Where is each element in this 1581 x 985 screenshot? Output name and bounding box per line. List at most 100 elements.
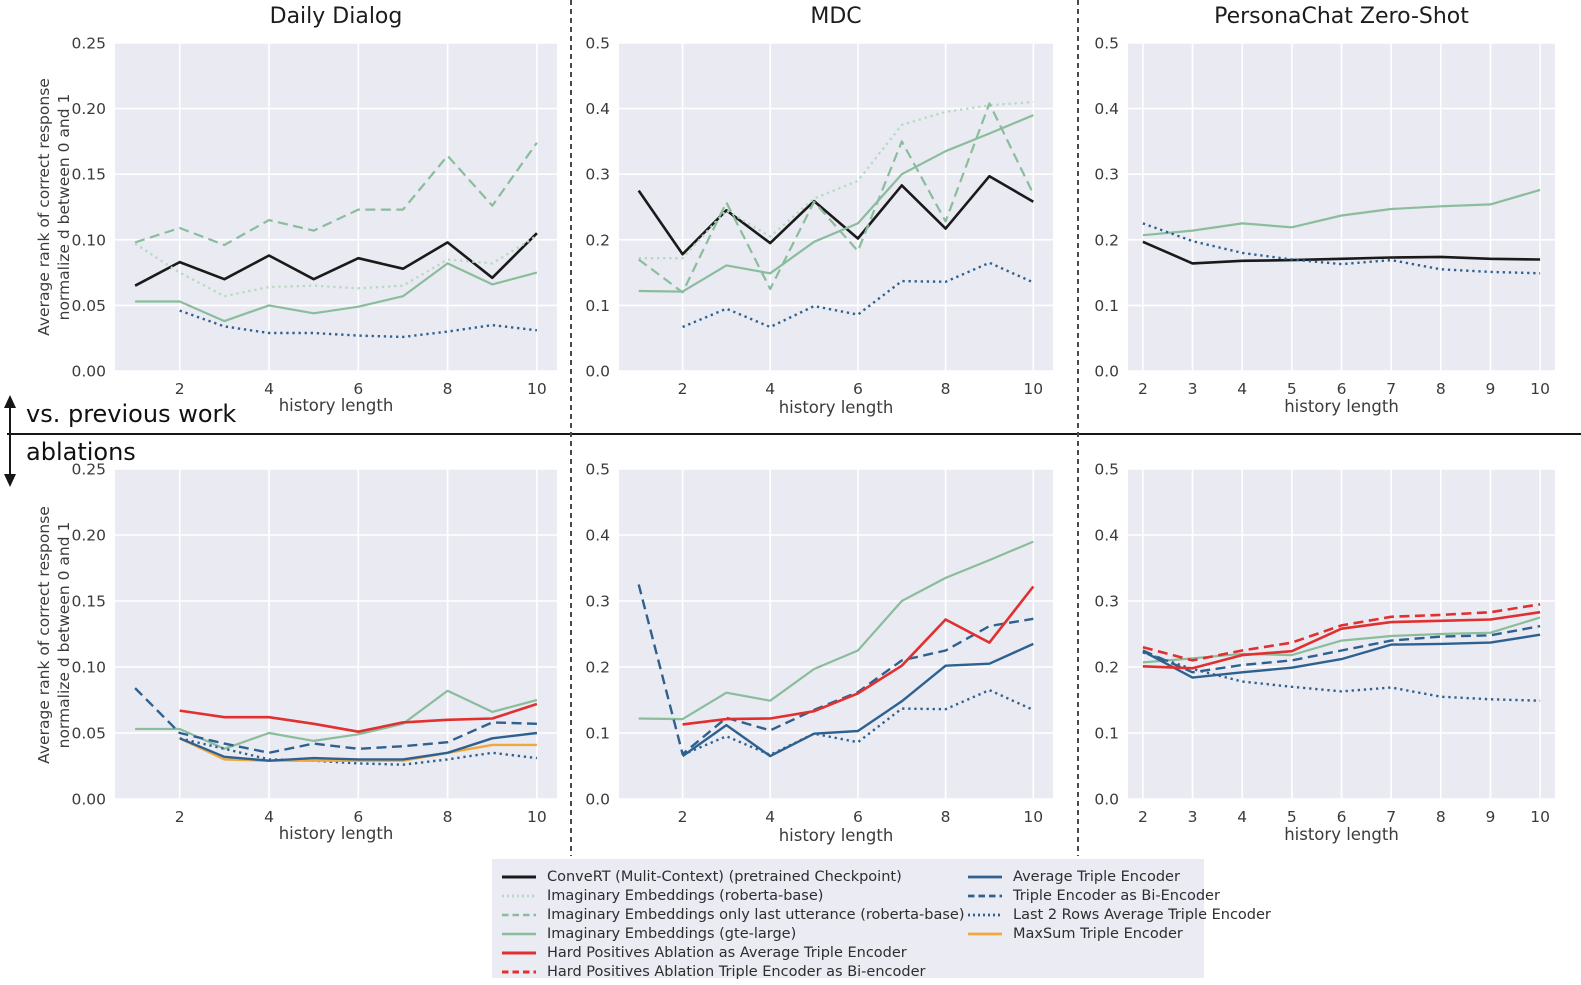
- svg-text:0.3: 0.3: [1094, 166, 1119, 184]
- svg-text:10: 10: [1530, 380, 1550, 398]
- svg-text:0.4: 0.4: [585, 100, 610, 118]
- column-separator-left: [570, 0, 572, 856]
- svg-text:9: 9: [1486, 808, 1496, 826]
- svg-text:9: 9: [1486, 380, 1496, 398]
- svg-text:4: 4: [264, 380, 274, 398]
- svg-text:2: 2: [678, 380, 688, 398]
- svg-text:4: 4: [765, 380, 775, 398]
- svg-text:4: 4: [1237, 808, 1247, 826]
- subplot-mdc-previous-work: MDC 0.0 0.1 0.2 0.3 0.4 0.5 2 4 6 8 10 history len…: [570, 0, 1077, 436]
- svg-text:6: 6: [853, 380, 863, 398]
- svg-text:3: 3: [1188, 808, 1198, 826]
- svg-text:0.0: 0.0: [1094, 791, 1119, 809]
- legend-item-maxsum: MaxSum Triple Encoder: [968, 924, 1271, 943]
- svg-text:10: 10: [527, 808, 547, 826]
- legend-item-average-triple: Average Triple Encoder: [968, 867, 1271, 886]
- svg-text:2: 2: [175, 380, 185, 398]
- legend-item-hard-positives-average: Hard Positives Ablation as Average Tripl…: [502, 943, 965, 962]
- line-swatch-imaginary-last-utterance: [502, 911, 536, 919]
- svg-text:0.1: 0.1: [1094, 725, 1119, 743]
- legend: ConveRT (Mulit-Context) (pretrained Chec…: [492, 859, 1271, 981]
- svg-text:8: 8: [1436, 380, 1446, 398]
- svg-text:4: 4: [1237, 380, 1247, 398]
- legend-label: Imaginary Embeddings (gte-large): [547, 925, 797, 942]
- chart-mdc-ablations: 0.0 0.1 0.2 0.3 0.4 0.5 2 4 6 8 10: [585, 461, 1053, 826]
- svg-text:0.3: 0.3: [585, 593, 610, 611]
- svg-text:6: 6: [853, 808, 863, 826]
- x-axis-label: history length: [278, 396, 394, 415]
- chart-mdc-previous-work: 0.0 0.1 0.2 0.3 0.4 0.5 2 4 6 8 10: [585, 35, 1053, 398]
- svg-text:0.15: 0.15: [71, 166, 106, 184]
- svg-text:10: 10: [1530, 808, 1550, 826]
- svg-text:0.5: 0.5: [1094, 461, 1119, 479]
- x-axis-label: history length: [1284, 397, 1399, 416]
- svg-text:7: 7: [1386, 380, 1396, 398]
- legend-item-hard-positives-biencoder: Hard Positives Ablation Triple Encoder a…: [502, 962, 965, 981]
- plot-title-personachat: PersonaChat Zero-Shot: [1214, 4, 1469, 29]
- svg-text:0.0: 0.0: [585, 363, 610, 381]
- svg-text:0.5: 0.5: [1094, 35, 1119, 53]
- svg-text:8: 8: [941, 808, 951, 826]
- subplot-daily-dialog-ablations: Average rank of correct response normali…: [0, 436, 570, 856]
- svg-text:10: 10: [527, 380, 547, 398]
- subplot-mdc-ablations: 0.0 0.1 0.2 0.3 0.4 0.5 2 4 6 8 10 history length: [570, 436, 1077, 856]
- svg-text:0.2: 0.2: [585, 231, 610, 249]
- svg-text:2: 2: [1138, 380, 1148, 398]
- svg-text:0.15: 0.15: [71, 593, 106, 611]
- legend-label: Hard Positives Ablation as Average Tripl…: [547, 944, 907, 961]
- svg-text:0.25: 0.25: [71, 35, 106, 53]
- svg-text:6: 6: [353, 380, 363, 398]
- legend-item-convert: ConveRT (Mulit-Context) (pretrained Chec…: [502, 867, 965, 886]
- svg-text:0.1: 0.1: [585, 297, 610, 315]
- legend-item-imaginary-gte: Imaginary Embeddings (gte-large): [502, 924, 965, 943]
- svg-text:8: 8: [443, 380, 453, 398]
- chart-personachat-previous-work: 0.0 0.1 0.2 0.3 0.4 0.5 2 3 4 5 6 7 8 9 10: [1094, 35, 1555, 398]
- svg-text:0.4: 0.4: [1094, 100, 1119, 118]
- row-span-arrow-icon: [1, 395, 19, 487]
- chart-daily-dialog-previous-work: 0.00 0.05 0.10 0.15 0.20 0.25 2 4 6 8 10: [71, 35, 557, 398]
- svg-text:0.10: 0.10: [71, 231, 106, 249]
- svg-text:0.20: 0.20: [71, 100, 106, 118]
- svg-text:6: 6: [1337, 808, 1347, 826]
- svg-text:3: 3: [1188, 380, 1198, 398]
- svg-text:0.10: 0.10: [71, 659, 106, 677]
- svg-text:0.3: 0.3: [585, 166, 610, 184]
- svg-text:0.5: 0.5: [585, 461, 610, 479]
- plot-title-mdc: MDC: [810, 4, 862, 29]
- svg-text:0.00: 0.00: [71, 363, 106, 381]
- column-separator-right: [1077, 0, 1079, 856]
- legend-column-left: ConveRT (Mulit-Context) (pretrained Chec…: [502, 867, 965, 981]
- svg-text:0.4: 0.4: [1094, 527, 1119, 545]
- line-swatch-maxsum: [968, 930, 1002, 938]
- svg-text:0.0: 0.0: [1094, 363, 1119, 381]
- svg-text:0.05: 0.05: [71, 297, 106, 315]
- svg-text:0.1: 0.1: [585, 725, 610, 743]
- svg-text:8: 8: [941, 380, 951, 398]
- line-swatch-last2-rows: [968, 911, 1002, 919]
- svg-text:0.2: 0.2: [1094, 231, 1119, 249]
- svg-text:8: 8: [1436, 808, 1446, 826]
- legend-item-triple-biencoder: Triple Encoder as Bi-Encoder: [968, 886, 1271, 905]
- legend-label: Hard Positives Ablation Triple Encoder a…: [547, 963, 926, 980]
- line-swatch-triple-biencoder: [968, 892, 1002, 900]
- legend-label: Last 2 Rows Average Triple Encoder: [1013, 906, 1271, 923]
- svg-text:5: 5: [1287, 380, 1297, 398]
- svg-text:0.5: 0.5: [585, 35, 610, 53]
- legend-label: ConveRT (Mulit-Context) (pretrained Chec…: [547, 868, 902, 885]
- svg-text:4: 4: [264, 808, 274, 826]
- row-label-ablations: ablations: [26, 438, 136, 466]
- svg-text:0.0: 0.0: [585, 791, 610, 809]
- subplot-personachat-previous-work: PersonaChat Zero-Shot 0.0 0.1 0.2 0.3 0.4 0.5…: [1077, 0, 1581, 436]
- x-axis-label: history length: [278, 824, 394, 843]
- legend-label: Average Triple Encoder: [1013, 868, 1180, 885]
- line-swatch-imaginary-roberta: [502, 892, 536, 900]
- svg-text:6: 6: [1337, 380, 1347, 398]
- legend-column-right: Average Triple Encoder Triple Encoder as…: [968, 867, 1271, 943]
- svg-text:0.2: 0.2: [1094, 659, 1119, 677]
- svg-text:6: 6: [353, 808, 363, 826]
- legend-item-last2-rows: Last 2 Rows Average Triple Encoder: [968, 905, 1271, 924]
- legend-label: Imaginary Embeddings (roberta-base): [547, 887, 824, 904]
- line-swatch-imaginary-gte: [502, 930, 536, 938]
- svg-text:0.2: 0.2: [585, 659, 610, 677]
